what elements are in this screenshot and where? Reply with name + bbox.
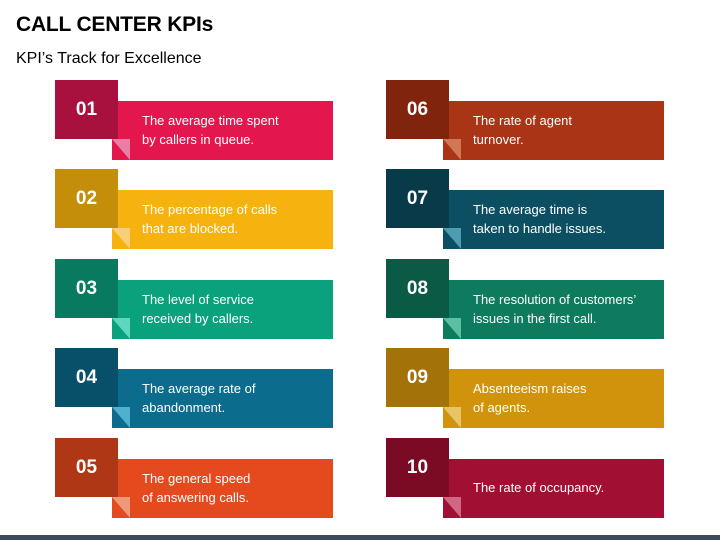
kpi-card-05: The general speed of answering calls. 05: [55, 438, 336, 518]
kpi-description: The level of service received by callers.: [112, 280, 333, 339]
kpi-number: 03: [55, 259, 118, 318]
kpi-card-07: The average time is taken to handle issue…: [386, 169, 667, 249]
kpi-description: Absenteeism raises of agents.: [443, 369, 664, 428]
kpi-fold: [443, 407, 461, 428]
kpi-number: 08: [386, 259, 449, 318]
kpi-number: 09: [386, 348, 449, 407]
kpi-number: 10: [386, 438, 449, 497]
kpi-description-line1: The resolution of customers’: [473, 292, 637, 307]
kpi-description: The average rate of abandonment.: [112, 369, 333, 428]
kpi-description-text: Absenteeism raises of agents.: [473, 380, 586, 417]
kpi-fold: [112, 407, 130, 428]
page-title: CALL CENTER KPIs: [16, 13, 214, 36]
kpi-number: 02: [55, 169, 118, 228]
kpi-description-line1: The average rate of: [142, 381, 256, 396]
kpi-card-03: The level of service received by callers.…: [55, 259, 336, 339]
kpi-description: The average time spent by callers in queu…: [112, 101, 333, 160]
kpi-fold: [112, 497, 130, 518]
kpi-number: 01: [55, 80, 118, 139]
kpi-description-line2: that are blocked.: [142, 220, 239, 236]
kpi-card-08: The resolution of customers’ issues in th…: [386, 259, 667, 339]
kpi-description-text: The rate of occupancy.: [473, 479, 604, 498]
kpi-description: The rate of occupancy.: [443, 459, 664, 518]
footer-divider: [0, 535, 720, 540]
kpi-description-text: The level of service received by callers.: [142, 291, 254, 328]
kpi-fold: [443, 497, 461, 518]
kpi-description-text: The resolution of customers’ issues in th…: [473, 291, 636, 328]
kpi-fold: [112, 228, 130, 249]
kpi-description-text: The average time spent by callers in queu…: [142, 112, 279, 149]
kpi-description-line2: of agents.: [473, 399, 531, 415]
kpi-fold: [112, 139, 130, 160]
kpi-description-line1: The rate of agent: [473, 113, 573, 128]
kpi-number: 04: [55, 348, 118, 407]
kpi-description-line1: The general speed: [142, 471, 251, 486]
kpi-description-text: The general speed of answering calls.: [142, 470, 250, 507]
kpi-fold: [443, 228, 461, 249]
kpi-description-line2: turnover.: [473, 131, 524, 147]
kpi-description: The percentage of calls that are blocked.: [112, 190, 333, 249]
kpi-number: 07: [386, 169, 449, 228]
kpi-description-text: The average time is taken to handle issue…: [473, 201, 606, 238]
kpi-description-line1: The level of service: [142, 292, 254, 307]
kpi-description: The average time is taken to handle issue…: [443, 190, 664, 249]
kpi-card-10: The rate of occupancy. 10: [386, 438, 667, 518]
kpi-description-text: The percentage of calls that are blocked.: [142, 201, 277, 238]
kpi-description-line1: The average time is: [473, 202, 588, 217]
kpi-card-01: The average time spent by callers in queu…: [55, 80, 336, 160]
kpi-card-02: The percentage of calls that are blocked.…: [55, 169, 336, 249]
kpi-description: The resolution of customers’ issues in th…: [443, 280, 664, 339]
kpi-fold: [443, 318, 461, 339]
kpi-description: The general speed of answering calls.: [112, 459, 333, 518]
kpi-description-line2: received by callers.: [142, 310, 254, 326]
kpi-description-line2: issues in the first call.: [473, 310, 597, 326]
kpi-fold: [112, 318, 130, 339]
kpi-description: The rate of agent turnover.: [443, 101, 664, 160]
kpi-number: 05: [55, 438, 118, 497]
kpi-number: 06: [386, 80, 449, 139]
kpi-card-06: The rate of agent turnover. 06: [386, 80, 667, 160]
kpi-description-line1: The rate of occupancy.: [473, 480, 605, 496]
kpi-description-line2: by callers in queue.: [142, 131, 255, 147]
kpi-description-line1: The percentage of calls: [142, 202, 278, 217]
kpi-description-line2: taken to handle issues.: [473, 220, 606, 236]
kpi-description-text: The rate of agent turnover.: [473, 112, 572, 149]
kpi-description-line1: The average time spent: [142, 113, 279, 128]
kpi-description-line2: of answering calls.: [142, 489, 249, 505]
kpi-description-text: The average rate of abandonment.: [142, 380, 255, 417]
kpi-fold: [443, 139, 461, 160]
page-subtitle: KPI’s Track for Excellence: [16, 50, 202, 67]
kpi-description-line2: abandonment.: [142, 399, 226, 415]
kpi-card-04: The average rate of abandonment. 04: [55, 348, 336, 428]
kpi-description-line1: Absenteeism raises: [473, 381, 587, 396]
kpi-card-09: Absenteeism raises of agents. 09: [386, 348, 667, 428]
